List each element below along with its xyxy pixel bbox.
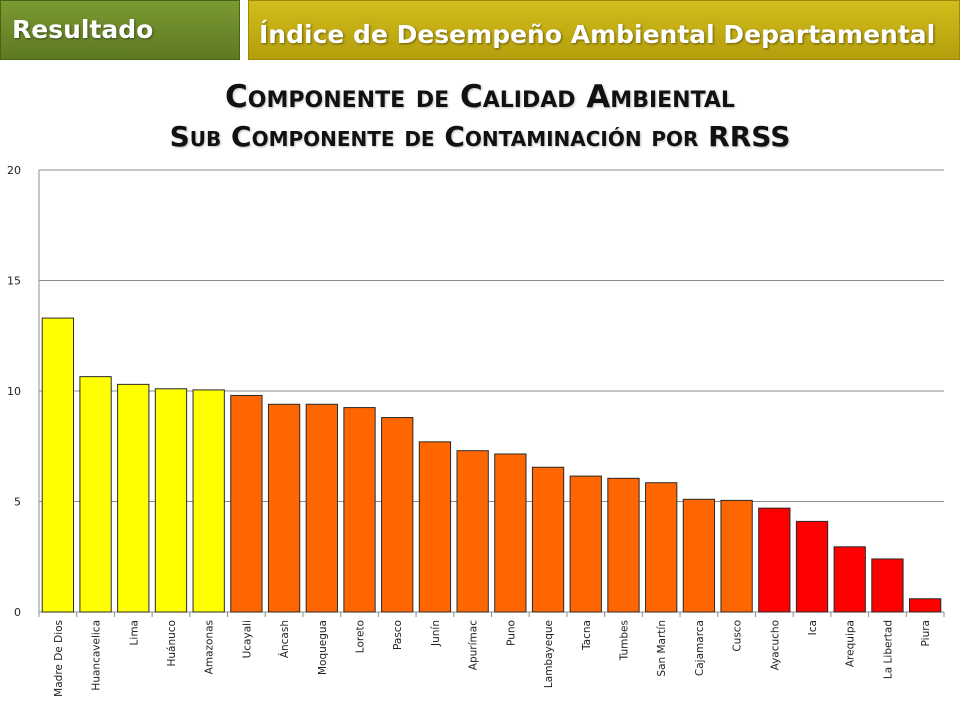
bar-chart: 0 5 10 15 20 Madre De Dios Huancavelica Lima Huá… xyxy=(7,164,945,697)
result-header-box: Resultado xyxy=(0,0,240,60)
x-tick-label: Arequipa xyxy=(845,620,857,667)
x-tick-label: Piura xyxy=(920,620,932,646)
bar xyxy=(531,466,565,613)
bar xyxy=(758,507,791,613)
x-tick-label: Cajamarca xyxy=(694,620,706,676)
x-tick-label: Lima xyxy=(128,620,140,645)
x-tick-label: Áncash xyxy=(278,620,291,658)
bar xyxy=(607,477,640,613)
x-tick-label: Puno xyxy=(505,620,517,646)
bar xyxy=(343,407,376,613)
x-tick-label: Ica xyxy=(807,620,819,635)
x-tick-label: San Martín xyxy=(656,620,668,677)
y-tick-label: 20 xyxy=(7,164,21,177)
bar xyxy=(192,389,225,613)
bar xyxy=(871,558,904,613)
bar xyxy=(494,453,527,613)
bar xyxy=(154,388,188,613)
bar xyxy=(79,376,112,613)
x-tick-label: Ucayali xyxy=(241,620,253,658)
x-tick-label: Cusco xyxy=(732,620,744,652)
x-tick-label: Junín xyxy=(430,620,442,647)
bar xyxy=(645,482,678,613)
chart-subtitle: Sub Componente de Contaminación por RRSS xyxy=(169,120,791,153)
chart-title: Componente de Calidad Ambiental xyxy=(225,79,735,115)
x-tick-label: Moquegua xyxy=(317,620,329,675)
y-tick-label: 5 xyxy=(14,496,21,509)
bar xyxy=(117,383,150,613)
bar xyxy=(682,498,716,613)
x-tick-label: La Libertad xyxy=(882,620,894,679)
index-header-label: Índice de Desempeño Ambiental Departamen… xyxy=(259,20,936,49)
bar xyxy=(456,450,489,613)
bar xyxy=(720,499,753,613)
bar xyxy=(41,317,75,613)
x-tick-label: Apurímac xyxy=(468,620,480,670)
x-tick-label: Amazonas xyxy=(204,620,216,674)
bar xyxy=(908,598,942,613)
bar xyxy=(795,520,829,613)
bar xyxy=(305,403,338,613)
index-header-box: Índice de Desempeño Ambiental Departamen… xyxy=(248,0,960,60)
bar xyxy=(569,475,602,613)
result-header-label: Resultado xyxy=(12,15,154,44)
x-tick-label: Huánuco xyxy=(166,620,178,667)
x-tick-label: Lambayeque xyxy=(543,620,555,688)
x-tick-label: Huancavelica xyxy=(91,620,103,691)
x-tick-label: Ayacucho xyxy=(769,620,781,670)
y-tick-label: 10 xyxy=(7,385,21,398)
y-tick-label: 0 xyxy=(14,606,21,619)
bar xyxy=(381,417,414,613)
bar xyxy=(418,441,452,613)
bar xyxy=(267,403,301,613)
x-tick-label: Madre De Dios xyxy=(53,620,65,697)
bar xyxy=(833,546,866,613)
x-tick-label: Pasco xyxy=(392,620,404,650)
y-tick-label: 15 xyxy=(7,275,21,288)
x-tick-label: Tumbes xyxy=(618,620,630,661)
x-tick-label: Tacna xyxy=(581,620,593,651)
x-tick-label: Loreto xyxy=(355,620,367,653)
bar xyxy=(230,394,263,613)
